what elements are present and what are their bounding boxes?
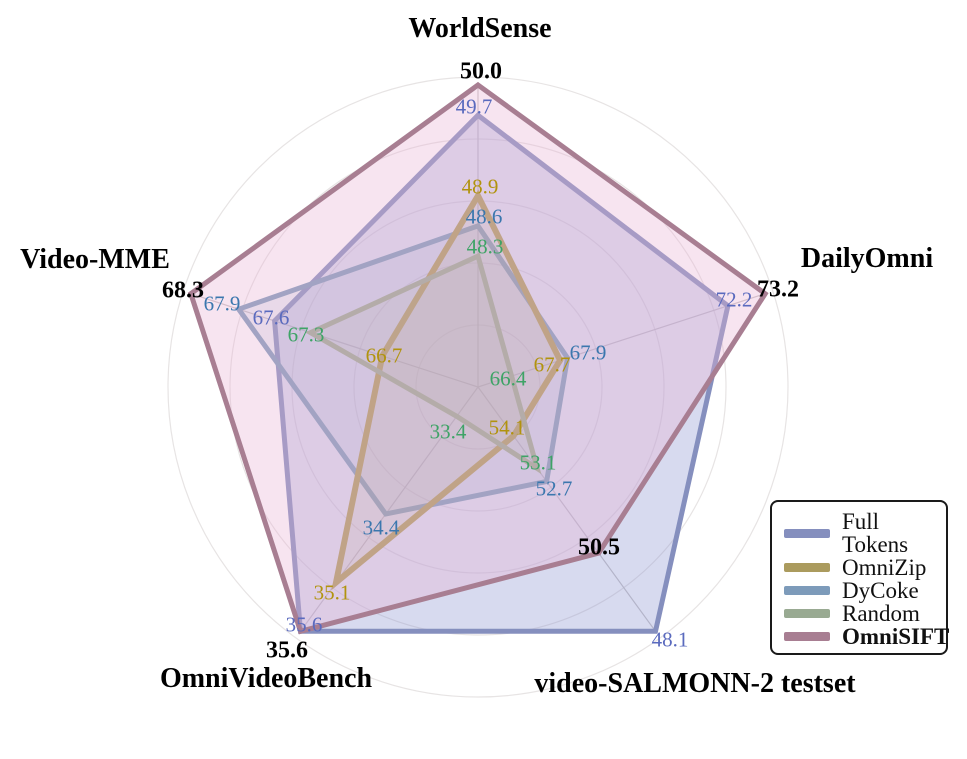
value-label-full-tokens-dailyomni: 72.2 [716, 287, 753, 311]
axis-spoke-video-salmonn2 [477, 386, 656, 632]
axis-title-video-mme: Video-MME [20, 244, 170, 275]
value-label-dycoke-omnivideobench: 34.4 [363, 515, 400, 539]
value-label-omnisift-omnivideobench: 35.6 [266, 637, 308, 663]
value-label-omnizip-omnivideobench: 35.1 [314, 580, 351, 604]
axis-title-video-salmonn2: video-SALMONN-2 testset [534, 668, 856, 699]
value-label-random-worldsense: 48.3 [467, 234, 504, 258]
legend-swatch-dycoke [784, 586, 830, 595]
value-label-dycoke-dailyomni: 67.9 [570, 340, 607, 364]
value-label-omnizip-video-mme: 66.7 [366, 343, 403, 367]
series-polygon-omnisift [187, 81, 769, 635]
value-label-full-tokens-video-mme: 67.6 [253, 305, 290, 329]
legend-label: Random [842, 601, 920, 626]
value-label-omnizip-worldsense: 48.9 [462, 174, 499, 198]
value-label-dycoke-worldsense: 48.6 [466, 204, 503, 228]
legend-swatch-random [784, 609, 830, 618]
value-label-random-video-mme: 67.3 [288, 322, 325, 346]
legend-item-dycoke: DyCoke [784, 579, 934, 602]
series-polygon-omnizip [331, 189, 564, 591]
value-label-omnizip-dailyomni: 67.7 [534, 352, 571, 376]
value-label-dycoke-video-mme: 67.9 [204, 291, 241, 315]
legend-label: Full Tokens [842, 509, 909, 557]
value-label-random-omnivideobench: 33.4 [430, 419, 467, 443]
legend-label: DyCoke [842, 578, 919, 603]
value-label-omnisift-worldsense: 50.0 [460, 58, 502, 84]
grid-ring-5 [167, 76, 789, 698]
series-polygon-random [305, 252, 542, 475]
value-label-random-dailyomni: 66.4 [490, 366, 527, 390]
value-label-dycoke-video-salmonn2: 52.7 [536, 476, 573, 500]
legend-item-omnizip: OmniZip [784, 556, 934, 579]
value-label-full-tokens-worldsense: 49.7 [456, 94, 493, 118]
axis-title-dailyomni: DailyOmni [801, 243, 933, 274]
axis-title-omnivideobench: OmniVideoBench [160, 663, 373, 694]
value-label-omnisift-video-salmonn2: 50.5 [578, 534, 620, 560]
series-polygon-dycoke [234, 222, 571, 517]
legend-swatch-omnisift [784, 632, 830, 641]
value-label-omnisift-video-mme: 68.3 [162, 277, 204, 303]
legend-item-full-tokens: Full Tokens [784, 510, 934, 556]
value-label-full-tokens-video-salmonn2: 48.1 [652, 627, 689, 651]
value-label-omnizip-video-salmonn2: 54.1 [489, 415, 526, 439]
legend-swatch-omnizip [784, 563, 830, 572]
legend-item-omnisift: OmniSIFT [784, 625, 949, 648]
axis-spoke-dailyomni [477, 293, 766, 388]
legend-label: OmniZip [842, 555, 927, 580]
axis-title-worldsense: WorldSense [408, 13, 551, 44]
legend-swatch-full-tokens [784, 528, 830, 538]
legend-item-random: Random [784, 602, 934, 625]
legend-label: OmniSIFT [842, 624, 950, 649]
axis-spoke-omnivideobench [300, 386, 479, 632]
value-label-random-video-salmonn2: 53.1 [520, 450, 557, 474]
value-label-omnisift-dailyomni: 73.2 [757, 276, 799, 302]
legend: Full Tokens OmniZip DyCoke Random OmniSIFT [770, 500, 949, 655]
value-label-full-tokens-omnivideobench: 35.6 [286, 612, 323, 636]
